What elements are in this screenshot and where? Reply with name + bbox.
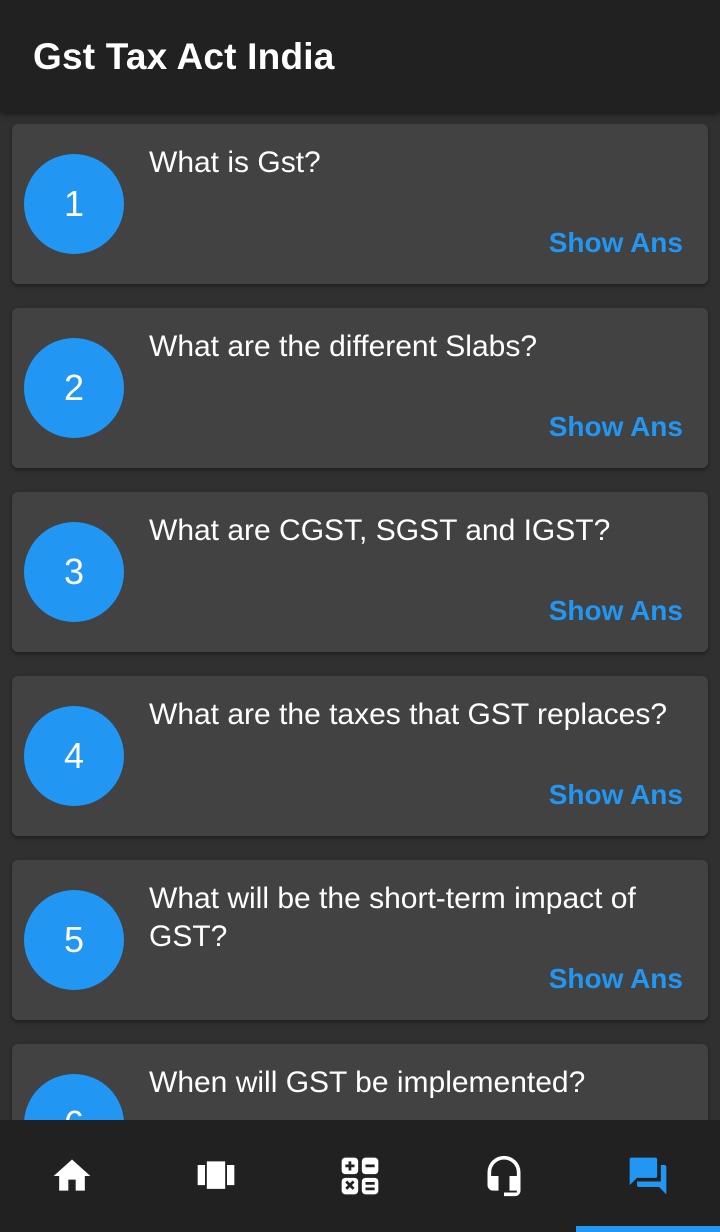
nav-home[interactable] xyxy=(0,1120,144,1232)
home-icon xyxy=(53,1159,91,1191)
number-badge: 6 xyxy=(24,1074,124,1120)
question-text: What is Gst? xyxy=(149,146,321,179)
nav-faq[interactable] xyxy=(576,1120,720,1232)
forum-icon xyxy=(629,1157,667,1195)
show-answer-button[interactable]: Show Ans xyxy=(548,779,683,810)
question-card: 1 What is Gst? Show Ans xyxy=(12,124,708,284)
number-badge: 1 xyxy=(24,154,124,254)
number-badge: 3 xyxy=(24,522,124,622)
question-card: 2 What are the different Slabs? Show Ans xyxy=(12,308,708,468)
question-text: What will be the short-term impact of GS… xyxy=(149,882,636,953)
question-card: 3 What are CGST, SGST and IGST? Show Ans xyxy=(12,492,708,652)
question-card: 5 What will be the short-term impact of G… xyxy=(12,860,708,1020)
question-text: What are the different Slabs? xyxy=(149,330,538,363)
show-answer-button[interactable]: Show Ans xyxy=(548,411,683,442)
bottom-nav xyxy=(0,1120,720,1232)
app-title: Gst Tax Act India xyxy=(33,36,335,77)
nav-carousel[interactable] xyxy=(144,1120,288,1232)
number-badge: 5 xyxy=(24,890,124,990)
show-answer-button[interactable]: Show Ans xyxy=(548,963,683,994)
headset-icon xyxy=(487,1155,521,1197)
question-text: When will GST be implemented? xyxy=(149,1066,586,1099)
number-badge: 2 xyxy=(24,338,124,438)
question-list: 1 What is Gst? Show Ans 2 What are the diffe… xyxy=(0,112,720,1120)
number-badge: 4 xyxy=(24,706,124,806)
question-text: What are the taxes that GST replaces? xyxy=(149,698,668,731)
calculator-icon xyxy=(341,1157,379,1195)
active-indicator xyxy=(576,1226,720,1232)
question-text: What are CGST, SGST and IGST? xyxy=(149,514,611,547)
show-answer-button[interactable]: Show Ans xyxy=(548,227,683,258)
app-bar: Gst Tax Act India xyxy=(0,0,720,112)
nav-calculator[interactable] xyxy=(288,1120,432,1232)
nav-support[interactable] xyxy=(432,1120,576,1232)
carousel-icon xyxy=(197,1161,235,1189)
show-answer-button[interactable]: Show Ans xyxy=(548,595,683,626)
question-card: 6When will GST be implemented?Show Ans xyxy=(12,1044,708,1120)
question-card: 4 What are the taxes that GST replaces? Sh… xyxy=(12,676,708,836)
